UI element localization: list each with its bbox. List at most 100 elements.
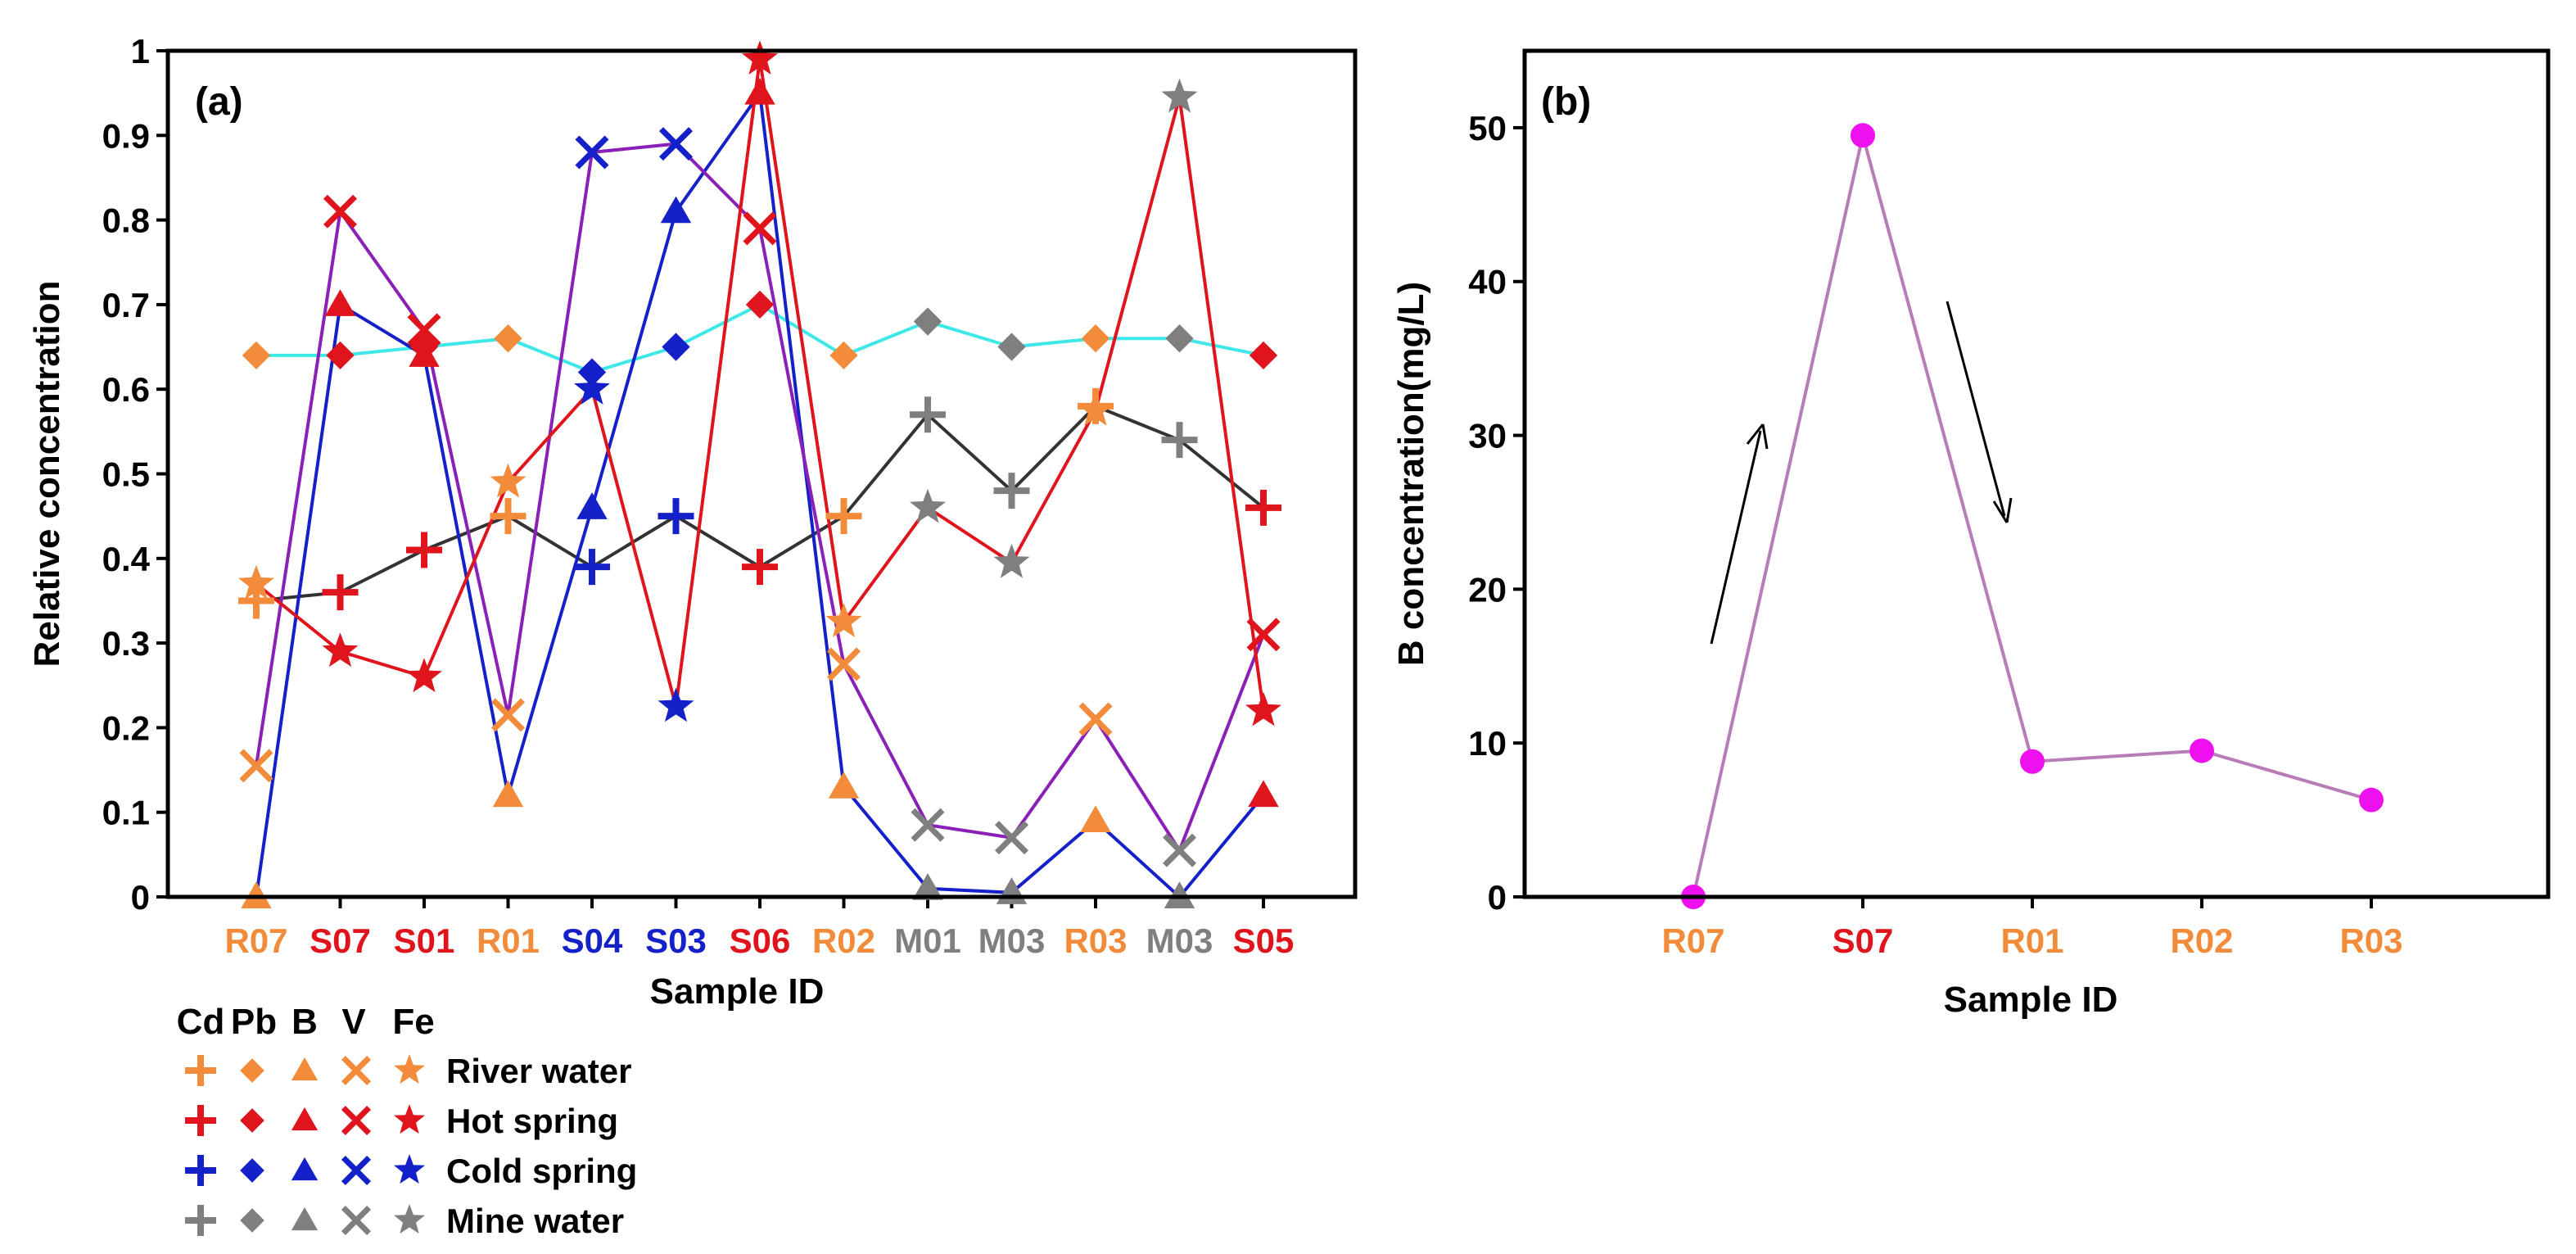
x-tick-label: R03 xyxy=(1064,921,1127,960)
point-pb-r01 xyxy=(494,324,522,353)
point-pb-s03 xyxy=(662,333,690,361)
x-tick-label: M03 xyxy=(978,921,1046,960)
point-fe-s03 xyxy=(658,687,694,722)
point-fe-s05 xyxy=(1245,691,1281,727)
legend-marker-triangle xyxy=(291,1057,319,1081)
point-b-s07 xyxy=(324,289,356,316)
x-tick-label: R02 xyxy=(812,921,875,960)
legend-marker-star xyxy=(394,1204,425,1234)
point-b-s03 xyxy=(660,196,692,224)
legend-header-b: B xyxy=(291,1002,318,1042)
panel-b-y-axis-label: B concentration(mg/L) xyxy=(1391,282,1431,666)
y-tick-label: 0.5 xyxy=(102,455,150,494)
point-cd-s05 xyxy=(1245,489,1281,526)
legend-marker-plus xyxy=(185,1055,216,1086)
legend-label: Mine water xyxy=(446,1202,624,1240)
point-cd-r02 xyxy=(825,498,862,535)
point-pb-s05 xyxy=(1249,341,1278,370)
panel-b: 0 10 20 30 40 50 R07 S07 R01 R02 R03 (b) B concen… xyxy=(1391,48,2551,1020)
panel-a-y-axis-label: Relative concentration xyxy=(27,281,67,668)
point-v-m03 xyxy=(994,821,1029,855)
legend-marker-star xyxy=(394,1154,425,1184)
x-tick-label: S04 xyxy=(562,921,623,960)
x-tick-label: M03 xyxy=(1146,921,1213,960)
arrow-up-head xyxy=(1746,423,1769,450)
panel-b-plot-frame xyxy=(1522,48,2551,899)
point-cd-s04 xyxy=(574,549,610,586)
legend-marker-star xyxy=(394,1104,425,1134)
x-tick-label: R01 xyxy=(2000,921,2063,960)
point-pb-s07 xyxy=(326,341,355,370)
legend-marker-diamond xyxy=(240,1108,264,1133)
panel-b-trend-arrows xyxy=(1710,301,2013,645)
point-r02 xyxy=(2190,738,2214,763)
legend-marker-plus xyxy=(185,1105,216,1136)
point-pb-s06 xyxy=(745,290,775,319)
point-fe-r01 xyxy=(490,463,526,498)
panel-a-series-lines xyxy=(255,59,1265,899)
point-v-r07 xyxy=(239,749,273,783)
x-tick-label: S07 xyxy=(1833,921,1894,960)
legend-row-river-water: River water xyxy=(185,1052,631,1090)
legend-marker-triangle xyxy=(291,1206,319,1231)
x-tick-label: S01 xyxy=(394,921,455,960)
point-v-s04 xyxy=(575,135,609,170)
point-v-s05 xyxy=(1246,618,1281,652)
y-tick-label: 0.1 xyxy=(102,794,150,832)
legend-label: Hot spring xyxy=(446,1102,618,1140)
y-tick-label: 20 xyxy=(1468,570,1507,609)
point-fe-s06 xyxy=(742,40,778,75)
point-cd-s01 xyxy=(406,532,442,568)
y-tick-label: 0.7 xyxy=(102,286,150,324)
legend-column-headers: Cd Pb B V Fe xyxy=(177,1002,435,1042)
point-fe-s04 xyxy=(574,370,610,405)
legend-marker-diamond xyxy=(240,1208,264,1233)
y-tick-label: 50 xyxy=(1468,109,1507,147)
series-line-fe xyxy=(255,59,1265,711)
point-fe-s07 xyxy=(322,632,359,668)
point-cd-s03 xyxy=(658,498,694,535)
point-v-r01 xyxy=(490,698,526,732)
point-b-r01 xyxy=(492,780,524,808)
y-tick-label: 0.6 xyxy=(102,370,150,409)
point-fe-r07 xyxy=(238,564,274,600)
legend-marker-diamond xyxy=(240,1058,264,1083)
legend-header-pb: Pb xyxy=(231,1002,277,1042)
point-b-r02 xyxy=(828,772,860,799)
point-v-s07 xyxy=(323,194,358,229)
x-tick-label: R07 xyxy=(1661,921,1724,960)
y-tick-label: 30 xyxy=(1468,417,1507,455)
panel-a-x-axis-label: Sample ID xyxy=(650,971,825,1012)
point-cd-m03 xyxy=(993,473,1030,509)
legend-marker-plus xyxy=(185,1205,216,1236)
panel-b-x-ticks: R07 S07 R01 R02 R03 xyxy=(1661,897,2403,960)
point-b-s05 xyxy=(1248,780,1279,808)
y-tick-label: 0 xyxy=(1488,878,1507,917)
point-pb-r07 xyxy=(242,341,271,370)
x-tick-label: R03 xyxy=(2339,921,2402,960)
legend-marker-cross xyxy=(341,1105,372,1136)
legend-rows: River water Hot spring Cold spring Mine wat… xyxy=(185,1052,637,1240)
x-tick-label: S07 xyxy=(310,921,371,960)
legend-marker-triangle xyxy=(291,1157,319,1181)
point-fe-m03 xyxy=(1161,78,1198,113)
x-tick-label: R01 xyxy=(477,921,540,960)
x-tick-label: R02 xyxy=(2170,921,2233,960)
point-cd-m03 xyxy=(1161,422,1198,459)
point-v-s03 xyxy=(658,127,694,161)
legend-row-hot-spring: Hot spring xyxy=(185,1102,618,1140)
point-b-r03 xyxy=(1080,805,1111,833)
point-r01 xyxy=(2020,749,2045,774)
legend-marker-diamond xyxy=(240,1158,264,1183)
legend-row-mine-water: Mine water xyxy=(185,1202,624,1240)
point-v-r03 xyxy=(1078,702,1113,736)
x-tick-label: R07 xyxy=(224,921,287,960)
y-tick-label: 0.8 xyxy=(102,201,150,240)
point-fe-r02 xyxy=(825,603,862,637)
series-line-v xyxy=(255,142,1265,854)
arrow-up xyxy=(1710,430,1762,645)
point-b-s01 xyxy=(409,340,440,367)
legend: Cd Pb B V Fe River water Hot spring Cold sprin… xyxy=(177,1002,638,1240)
point-b-s06 xyxy=(744,77,775,105)
